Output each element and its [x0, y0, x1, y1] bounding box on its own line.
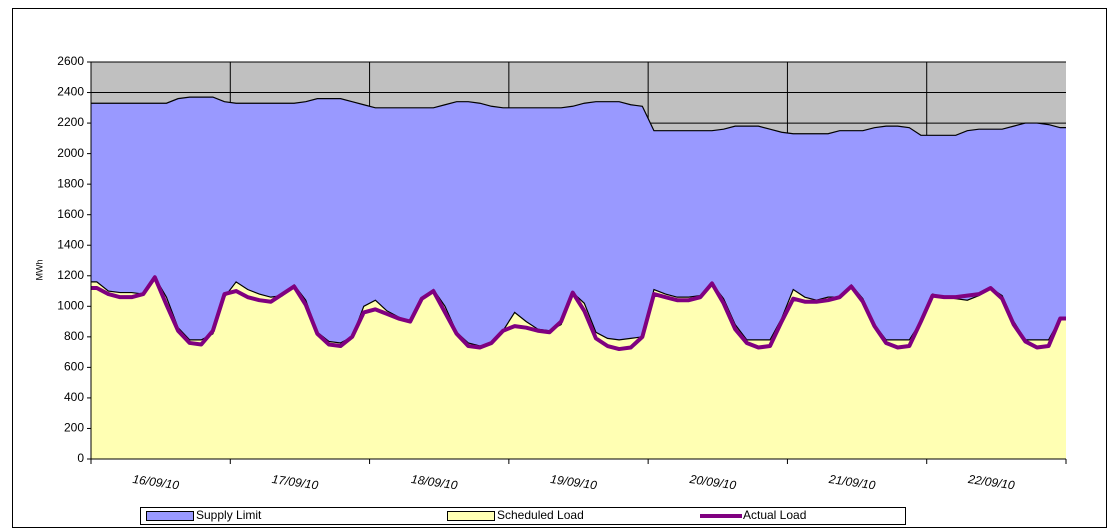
- legend-label: Supply Limit: [196, 508, 262, 522]
- y-tick-label: 2400: [57, 85, 84, 99]
- y-tick-label: 2000: [57, 146, 84, 160]
- y-tick-label: 200: [64, 421, 84, 435]
- area-edge: [91, 276, 1066, 347]
- x-tick-label: 21/09/10: [827, 472, 877, 493]
- y-tick-label: 1600: [57, 207, 84, 221]
- y-tick-label: 400: [64, 390, 84, 404]
- y-tick-label: 1400: [57, 237, 84, 251]
- area-edge: [91, 96, 1066, 136]
- x-tick-label: 17/09/10: [271, 472, 320, 492]
- y-tick-label: 2600: [57, 54, 84, 68]
- x-tick-label: 18/09/10: [410, 472, 459, 492]
- line: [91, 275, 1066, 352]
- y-tick-label: 0: [77, 451, 84, 465]
- y-axis-label: MWh: [34, 260, 44, 281]
- x-tick-label: 22/09/10: [966, 472, 1016, 493]
- y-tick-label: 600: [64, 360, 84, 374]
- y-tick-label: 1000: [57, 298, 84, 312]
- y-tick-label: 1200: [57, 268, 84, 282]
- x-tick-label: 20/09/10: [688, 472, 738, 493]
- legend-swatch: [146, 511, 194, 521]
- area: [91, 277, 1066, 459]
- legend-swatch: [447, 511, 495, 521]
- y-tick-label: 2200: [57, 115, 84, 129]
- legend: Supply Limit Scheduled Load Actual Load: [140, 507, 906, 525]
- x-tick-label: 16/09/10: [132, 472, 181, 492]
- y-tick-label: 1800: [57, 176, 84, 190]
- legend-box: [140, 507, 906, 525]
- legend-label: Actual Load: [743, 508, 806, 522]
- legend-label: Scheduled Load: [497, 508, 584, 522]
- x-tick-label: 19/09/10: [550, 472, 599, 492]
- y-tick-label: 800: [64, 329, 84, 343]
